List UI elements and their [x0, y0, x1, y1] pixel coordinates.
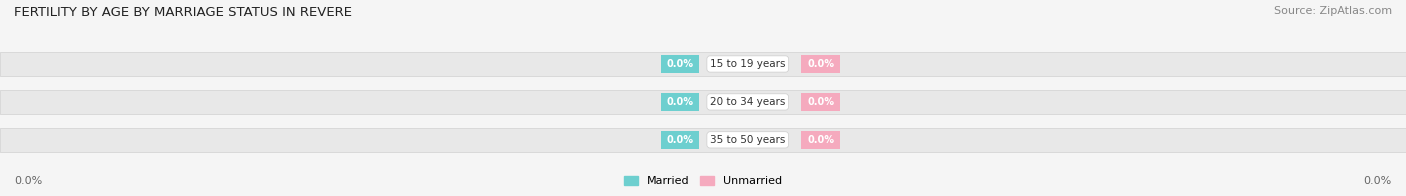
Text: 0.0%: 0.0% [14, 176, 42, 186]
Text: 0.0%: 0.0% [807, 59, 834, 69]
Text: 0.0%: 0.0% [807, 135, 834, 145]
Bar [661, 93, 700, 111]
Bar [0, 128, 1406, 152]
Bar [801, 55, 841, 73]
Bar [661, 131, 700, 149]
Bar [661, 55, 700, 73]
Text: 0.0%: 0.0% [1364, 176, 1392, 186]
Text: FERTILITY BY AGE BY MARRIAGE STATUS IN REVERE: FERTILITY BY AGE BY MARRIAGE STATUS IN R… [14, 6, 352, 19]
Text: 0.0%: 0.0% [666, 97, 693, 107]
Legend: Married, Unmarried: Married, Unmarried [620, 171, 786, 191]
Text: 20 to 34 years: 20 to 34 years [710, 97, 786, 107]
Bar [0, 90, 1406, 114]
Text: 35 to 50 years: 35 to 50 years [710, 135, 786, 145]
Bar [801, 131, 841, 149]
Text: 0.0%: 0.0% [666, 59, 693, 69]
Bar [801, 93, 841, 111]
Bar [0, 52, 1406, 76]
Text: Source: ZipAtlas.com: Source: ZipAtlas.com [1274, 6, 1392, 16]
Text: 0.0%: 0.0% [666, 135, 693, 145]
Text: 15 to 19 years: 15 to 19 years [710, 59, 786, 69]
Text: 0.0%: 0.0% [807, 97, 834, 107]
